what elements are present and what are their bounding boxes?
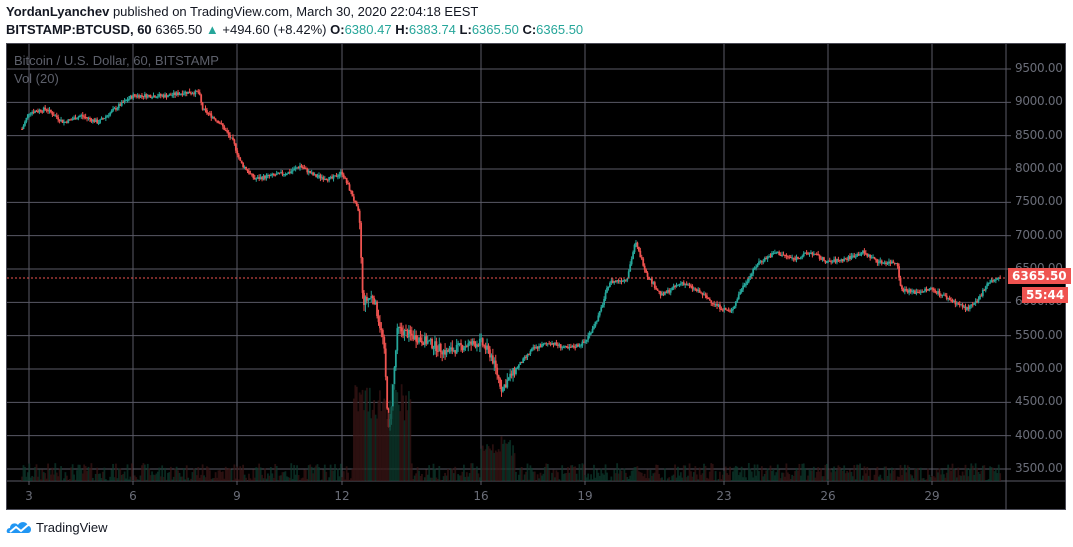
last-price: 6365.50: [155, 22, 203, 37]
date-tick-label: 19: [577, 489, 593, 503]
tradingview-brand: TradingView: [36, 519, 108, 535]
price-change: +494.60 (+8.42%): [222, 22, 327, 37]
published-text: published on TradingView.com, March 30, …: [112, 4, 479, 19]
low-label: L:: [459, 22, 472, 37]
date-tick-label: 26: [820, 489, 836, 503]
close-value: 6365.50: [536, 22, 584, 37]
date-tick-label: 6: [129, 489, 137, 503]
date-tick-label: 3: [25, 489, 33, 503]
price-tick-label: 8500.00: [1015, 127, 1063, 142]
price-tick-label: 7000.00: [1015, 227, 1063, 242]
open-label: O:: [330, 22, 345, 37]
symbol-info: BITSTAMP:BTCUSD, 60 6365.50 ▲ +494.60 (+…: [6, 22, 583, 37]
date-tick-label: 16: [473, 489, 489, 503]
high-label: H:: [395, 22, 409, 37]
price-tick-label: 5000.00: [1015, 361, 1063, 375]
price-tick-label: 5500.00: [1015, 327, 1063, 342]
date-tick-label: 23: [716, 489, 732, 503]
author-name[interactable]: YordanLyanchev: [6, 4, 110, 19]
price-tick-label: 9500.00: [1015, 61, 1063, 75]
series-legend: Bitcoin / U.S. Dollar, 60, BITSTAMP: [14, 53, 219, 68]
low-value: 6365.50: [471, 22, 519, 37]
symbol-name: BITSTAMP:BTCUSD, 60: [6, 22, 152, 37]
last-price-tag: 6365.50: [1008, 268, 1071, 284]
open-value: 6380.47: [344, 22, 392, 37]
tradingview-logo-icon: [6, 522, 32, 533]
close-label: C:: [522, 22, 537, 37]
price-tick-label: 7500.00: [1015, 194, 1063, 209]
price-tick-label: 4500.00: [1015, 394, 1063, 409]
footer-brand[interactable]: TradingView: [6, 519, 108, 535]
chart-panel[interactable]: [6, 43, 1066, 510]
price-tick-label: 4000.00: [1015, 427, 1063, 442]
price-tick-label: 9000.00: [1015, 94, 1063, 109]
countdown-tag: 55:44: [1022, 287, 1069, 303]
volume-legend: Vol (20): [14, 71, 59, 86]
price-tick-label: 3500.00: [1015, 461, 1063, 475]
up-arrow-icon: ▲: [205, 22, 219, 37]
publish-info: YordanLyanchev published on TradingView.…: [6, 4, 478, 19]
date-tick-label: 12: [334, 489, 350, 503]
date-tick-label: 29: [924, 489, 940, 503]
date-tick-label: 9: [233, 489, 241, 503]
high-value: 6383.74: [408, 22, 456, 37]
price-tick-label: 8000.00: [1015, 161, 1063, 175]
